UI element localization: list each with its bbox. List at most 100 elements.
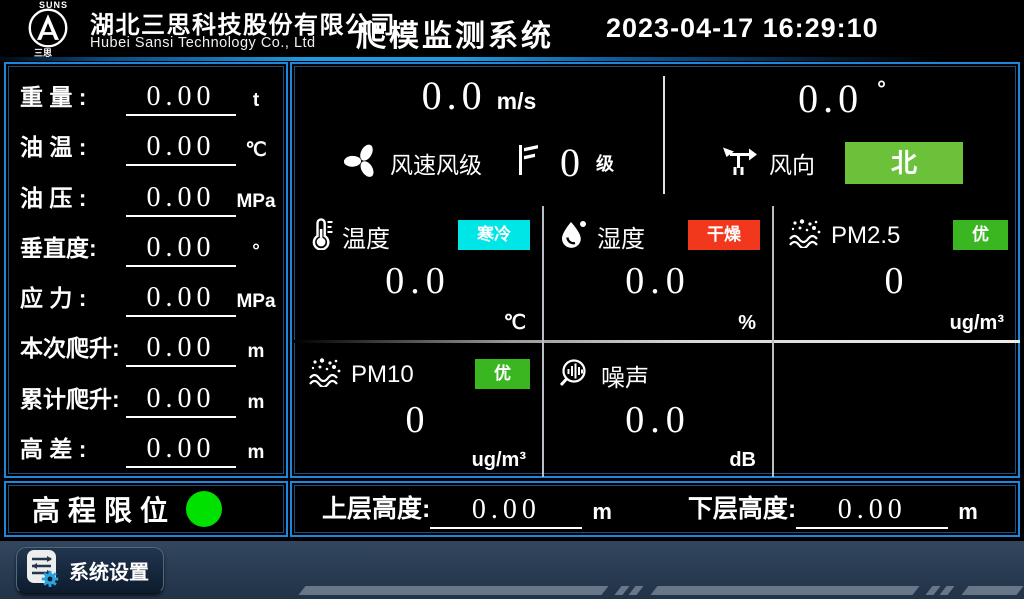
env-grid-vertical-divider [772,206,774,477]
thermometer-icon [308,218,333,255]
env-name: 湿度 [597,226,645,253]
wind-level-value: 0 [560,139,580,185]
system-settings-button[interactable]: 系统设置 [16,547,164,594]
env-name: PM2.5 [831,221,901,249]
temperature-status-badge: 寒冷 [458,220,530,250]
metric-unit: ℃ [245,140,267,162]
decorative-stripe [961,586,1024,595]
lower-height-label: 下层高度: [687,495,797,523]
metric-row-verticality: 垂直度: 0.00 ° [12,221,280,269]
wind-direction-badge: 北 [845,142,963,184]
wind-level-row: 风速风级 0 级 [294,142,664,183]
env-grid-horizontal-divider [294,340,1020,343]
wind-direction-value: 0.0 [798,76,864,121]
decorative-slash [614,586,630,595]
fan-icon [343,142,380,183]
particles-icon [788,218,822,253]
metric-unit: ° [252,240,260,262]
decorative-slash [925,586,941,595]
env-unit: ℃ [503,312,526,334]
env-name: 温度 [342,226,390,253]
metric-value: 0.00 [126,284,236,318]
bottom-bar: 系统设置 [0,541,1024,599]
env-unit: ug/m³ [949,312,1004,334]
logo-sansi-text: 三思 [34,48,53,58]
lower-height-group: 下层高度: 0.00 m [688,489,978,529]
particles-icon [308,357,342,392]
env-value: 0.0 [625,260,691,302]
metric-row-weight: 重 量 : 0.00 t [12,70,280,118]
humidity-status-badge: 干燥 [688,220,760,250]
env-name: 噪声 [601,365,649,392]
wind-vane-icon [721,145,757,182]
metric-value: 0.00 [126,133,236,167]
metric-label: 累计爬升: [20,385,120,412]
env-unit: % [738,312,756,334]
droplet-icon [558,218,588,255]
logo-suns-text: SUNS [39,0,69,10]
header-accent-line [0,57,1024,61]
env-unit: dB [729,449,756,471]
env-cell-noise: 噪声 0.0 dB [544,343,772,477]
env-value: 0.0 [385,260,451,302]
env-unit: ug/m³ [471,449,526,471]
datetime-display: 2023-04-17 16:29:10 [606,13,879,43]
wind-level-unit: 级 [596,153,614,174]
logo-icon [27,7,69,54]
elevation-limit-status-indicator [186,491,223,527]
env-cell-humidity: 湿度 干燥 0.0 % [544,204,772,340]
env-value: 0.0 [625,399,691,441]
metric-value: 0.00 [126,334,236,368]
env-value: 0 [884,260,910,302]
metric-label: 重 量 : [20,84,87,111]
decorative-slash [939,586,955,595]
wind-direction-unit: ° [877,76,886,101]
decorative-stripe [298,586,609,595]
decorative-slash [628,586,644,595]
metric-unit: MPa [236,291,276,313]
metric-row-oil-pressure: 油 压 : 0.00 MPa [12,171,280,219]
metric-label: 应 力 : [20,285,87,312]
wind-speed-label: 风速风级 [390,151,482,178]
metric-value: 0.00 [126,384,236,418]
wind-speed-unit: m/s [496,88,537,114]
wind-speed-value: 0.0 [421,73,487,118]
metric-value: 0.00 [126,83,236,117]
metric-label: 高 差 : [20,435,87,462]
environment-panel: 0.0 m/s 风速风级 0 级 [290,62,1020,478]
wind-level-icon [516,142,540,183]
metric-value: 0.00 [126,183,236,217]
lower-height-value: 0.00 [796,496,949,529]
page-title: 爬模监测系统 [356,20,554,53]
wind-section-divider [663,76,665,194]
wind-speed-display: 0.0 m/s [294,76,664,116]
metric-unit: t [252,90,260,112]
env-cell-pm25: PM2.5 优 0 ug/m³ [774,204,1020,340]
wind-direction-label: 风向 [769,152,815,178]
pm10-status-badge: 优 [475,359,530,389]
wind-direction-row: 风向 北 [668,142,1016,184]
metric-value: 0.00 [126,434,236,468]
upper-height-label: 上层高度: [322,495,431,523]
metric-unit: m [247,341,265,363]
metric-label: 油 温 : [20,134,87,161]
env-name: PM10 [351,360,414,388]
metric-label: 垂直度: [20,234,97,261]
upper-height-value: 0.00 [430,496,583,529]
metric-row-height-diff: 高 差 : 0.00 m [12,422,280,470]
metric-unit: m [247,441,265,463]
metric-label: 油 压 : [20,184,87,211]
metric-value: 0.00 [126,233,236,267]
company-name-cn: 湖北三思科技股份有限公司 [90,12,396,39]
decorative-stripe [650,586,920,595]
layer-heights-panel: 上层高度: 0.00 m 下层高度: 0.00 m [290,481,1020,537]
elevation-limit-panel: 高程限位 [4,481,288,537]
metric-unit: MPa [236,190,276,212]
settings-button-label: 系统设置 [69,562,149,584]
pm25-status-badge: 优 [953,220,1008,250]
elevation-limit-label: 高程限位 [32,495,177,526]
env-cell-pm10: PM10 优 0 ug/m³ [294,343,542,477]
company-name-en: Hubei Sansi Technology Co., Ltd [90,35,316,51]
metric-row-current-climb: 本次爬升: 0.00 m [12,321,280,369]
upper-height-unit: m [592,499,612,524]
